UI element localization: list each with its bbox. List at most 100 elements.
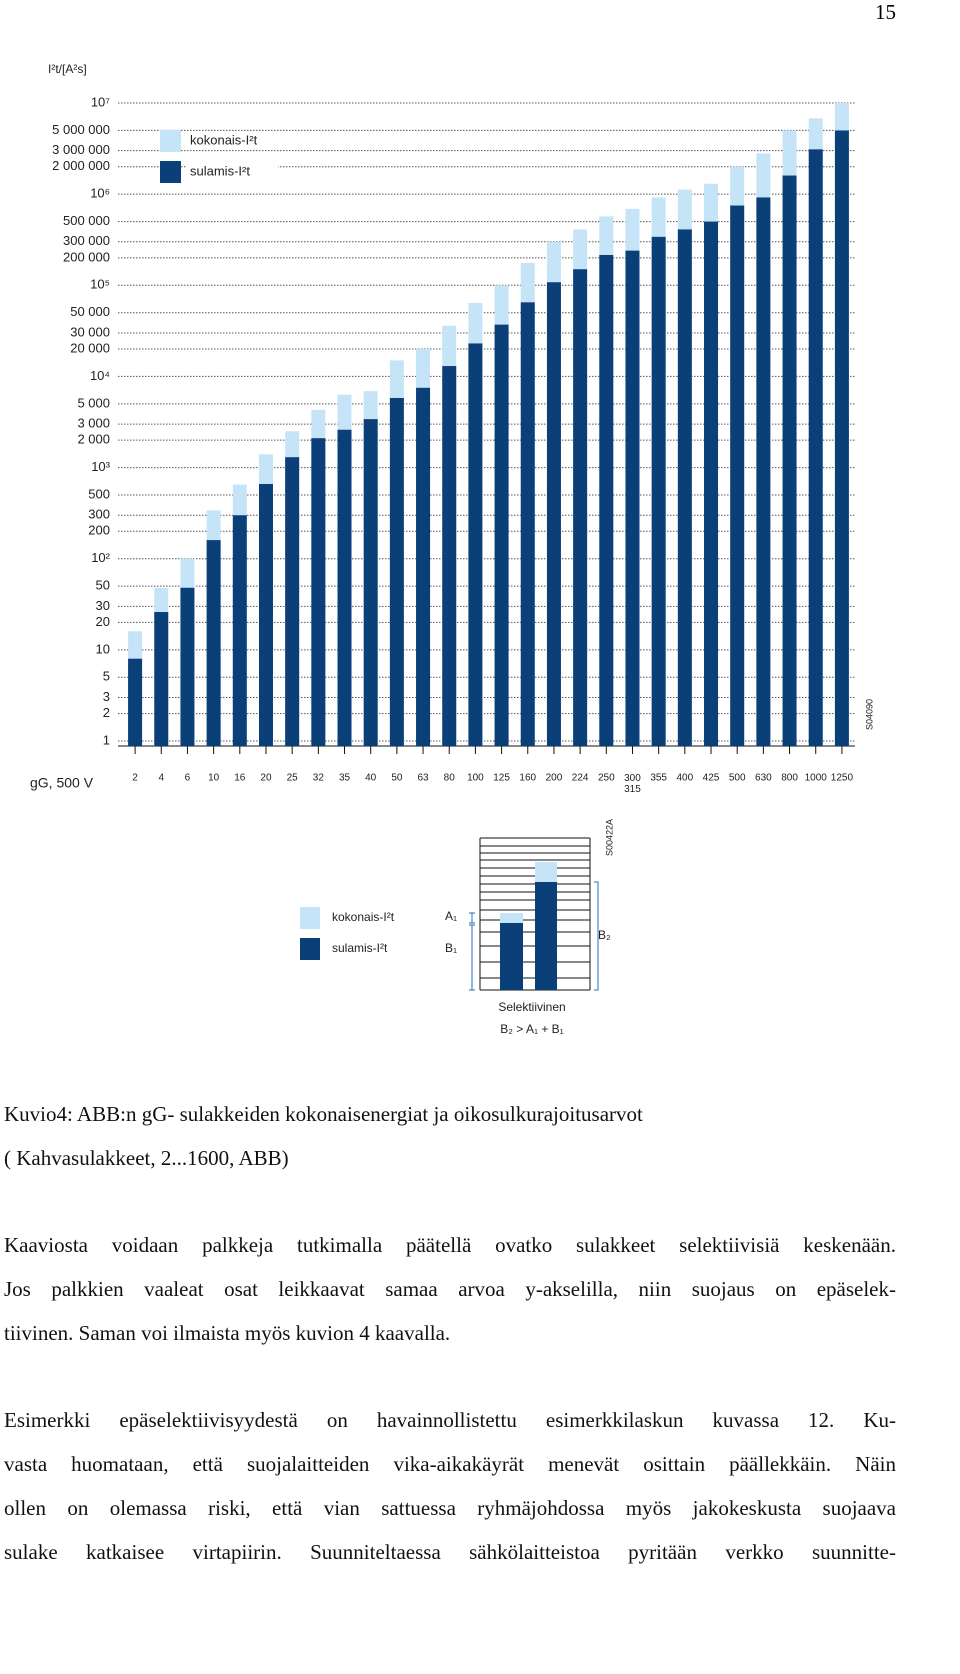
x-tick-label: 63 [417, 773, 429, 784]
inset-label: B₁ [445, 941, 457, 955]
legend-label: kokonais-I²t [190, 132, 258, 147]
text-line: ollen on olemassa riski, että vian sattu… [4, 1496, 896, 1520]
x-tick-label: 16 [234, 773, 246, 784]
y-tick-label: 3 000 [77, 416, 110, 431]
bar [180, 587, 195, 746]
legend-swatch [300, 938, 320, 960]
bar [285, 457, 300, 746]
bar [677, 229, 692, 747]
y-tick-label: 1 [103, 732, 110, 747]
bar [651, 236, 666, 746]
legend-label: sulamis-I²t [190, 163, 250, 178]
bar [389, 397, 404, 746]
caption: Kuvio4: ABB:n gG- sulakkeiden kokonaisen… [4, 1092, 896, 1180]
inset-bar-total [500, 913, 523, 923]
x-tick-label: 500 [729, 773, 746, 784]
x-tick-label: 1000 [805, 773, 828, 784]
bar [128, 658, 143, 746]
bar [782, 175, 797, 747]
figure-code: S00422A [604, 819, 614, 856]
y-tick-label: 10 [96, 641, 110, 656]
y-tick-label: 10⁴ [90, 368, 110, 383]
inset-label: B₂ [598, 928, 611, 942]
y-tick-label: 2 [103, 705, 110, 720]
x-tick-label: 6 [185, 773, 191, 784]
x-tick-label: 224 [572, 773, 589, 784]
bar [704, 221, 719, 746]
y-tick-label: 50 000 [70, 304, 110, 319]
inset-bracket [594, 881, 599, 991]
bar [154, 612, 169, 746]
bar [363, 419, 378, 746]
inset-bar-melt [500, 923, 523, 990]
page-number: 15 [875, 0, 896, 24]
text-line: tiivinen. Saman voi ilmaista myös kuvion… [4, 1321, 451, 1345]
bar [442, 366, 457, 746]
y-tick-label: 10⁷ [91, 94, 110, 109]
bar [468, 343, 483, 746]
bar [337, 429, 352, 746]
y-tick-label: 200 [88, 523, 110, 538]
legend-bg [186, 132, 278, 150]
legend-label: sulamis-I²t [332, 941, 388, 955]
x-tick-label: 80 [444, 773, 456, 784]
y-tick-label: 2 000 000 [52, 158, 110, 173]
bar [756, 197, 771, 746]
inset-formula: B₂ > A₁ + B₁ [500, 1022, 563, 1036]
y-tick-label: 30 [96, 598, 110, 613]
legend-swatch [160, 130, 181, 152]
y-tick-label: 10⁵ [90, 277, 110, 292]
inset-bracket [469, 912, 475, 991]
y-tick-label: 2 000 [77, 432, 110, 447]
bar [546, 282, 561, 746]
y-axis-label: I²t/[A²s] [48, 62, 87, 76]
bar [311, 438, 326, 746]
chart: I²t/[A²s] gG, 500 V S04090 kokonais-I²t … [30, 62, 874, 1036]
text-line: vasta huomataan, että suojalaitteiden vi… [4, 1452, 896, 1476]
y-tick-label: 300 000 [63, 233, 110, 248]
text-line: Jos palkkien vaaleat osat leikkaavat sam… [4, 1277, 896, 1301]
y-tick-label: 10³ [91, 459, 110, 474]
bar [599, 254, 614, 746]
legend-swatch [160, 161, 181, 183]
y-tick-label: 50 [96, 578, 110, 593]
bar [625, 250, 640, 746]
legend-bg [186, 163, 278, 181]
x-tick-label: 10 [208, 773, 220, 784]
x-tick-label: 32 [313, 773, 325, 784]
y-tick-label: 10⁶ [90, 186, 110, 201]
text-line: ( Kahvasulakkeet, 2...1600, ABB) [4, 1146, 289, 1170]
y-tick-label: 3 000 000 [52, 142, 110, 157]
bar [206, 540, 221, 746]
inset-label: A₁ [445, 909, 457, 923]
figure-code: S04090 [864, 699, 874, 730]
y-tick-label: 200 000 [63, 249, 110, 264]
text-line: sulake katkaisee virtapiirin. Suunnitelt… [4, 1540, 896, 1564]
x-tick-label: 125 [493, 773, 510, 784]
bar [808, 149, 823, 746]
y-tick-label: 30 000 [70, 324, 110, 339]
text-line: Esimerkki epäselektiivisyydestä on havai… [4, 1408, 896, 1432]
bar [232, 515, 247, 746]
y-tick-label: 5 000 [77, 395, 110, 410]
y-tick-label: 500 [88, 486, 110, 501]
x-tick-label: 25 [287, 773, 299, 784]
bar [416, 387, 431, 746]
x-tick-label: 4 [158, 773, 164, 784]
y-tick-label: 20 [96, 614, 110, 629]
x-tick-label: 160 [519, 773, 536, 784]
y-tick-label: 3 [103, 689, 110, 704]
bar [573, 269, 588, 746]
x-tick-label: 400 [676, 773, 693, 784]
x-tick-label: 35 [339, 773, 351, 784]
x-tick-label: 800 [781, 773, 798, 784]
y-tick-label: 5 [103, 669, 110, 684]
bar [834, 130, 849, 746]
y-tick-label: 20 000 [70, 340, 110, 355]
x-tick-label: 300 315 [624, 773, 641, 795]
x-tick-label: 355 [650, 773, 667, 784]
x-tick-label: 1250 [831, 773, 854, 784]
text-line: Kuvio4: ABB:n gG- sulakkeiden kokonaisen… [4, 1102, 643, 1126]
x-tick-label: 50 [391, 773, 403, 784]
inset-bar-melt [535, 882, 557, 990]
